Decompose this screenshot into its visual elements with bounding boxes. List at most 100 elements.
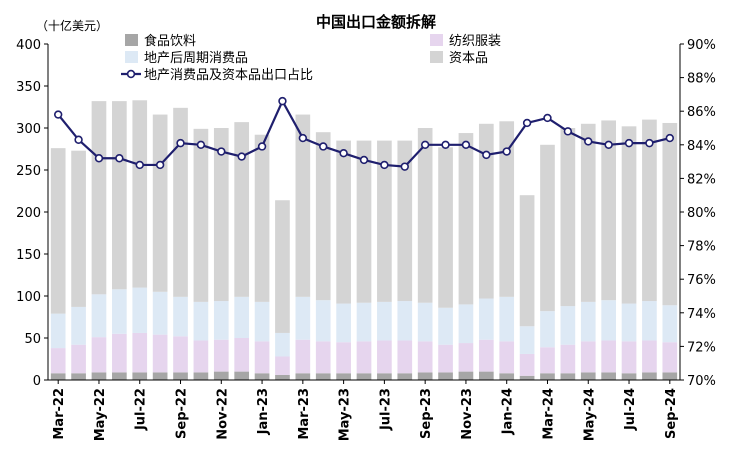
- left-tick-label-250: 250: [16, 164, 41, 179]
- line-point-Aug-22: [155, 160, 165, 170]
- bar-segment-1-Aug-22: [152, 372, 168, 380]
- line-point-Mar-24: [543, 113, 552, 123]
- bar-segment-3-Mar-22: [50, 313, 66, 349]
- x-tick-label-May-23: May-23: [338, 388, 353, 441]
- line-point-Sep-22: [176, 138, 185, 148]
- bar-segment-4-Feb-23: [275, 200, 290, 333]
- line-point-Nov-23: [461, 140, 471, 150]
- bar-segment-3-Apr-23: [315, 300, 331, 342]
- line-point-Oct-23: [441, 140, 450, 150]
- x-tick-label-Sep-23: Sep-23: [419, 388, 434, 439]
- line-point-Aug-24: [645, 138, 654, 148]
- bar-segment-1-Nov-22: [213, 371, 229, 380]
- bar-segment-2-Jul-22: [132, 332, 148, 373]
- bar-segment-4-Jul-23: [377, 140, 392, 302]
- bar-segment-1-Apr-24: [560, 373, 576, 380]
- x-tick-label-Mar-23: Mar-23: [297, 388, 312, 440]
- bar-segment-3-Mar-23: [295, 296, 311, 340]
- line-point-Sep-24: [665, 133, 675, 143]
- bar-segment-3-Dec-23: [478, 298, 494, 340]
- right-tick-label-88: 88%: [687, 72, 716, 87]
- bar-segment-4-Mar-23: [295, 114, 311, 297]
- bar-segment-1-Jun-23: [356, 373, 372, 380]
- bar-segment-3-Oct-23: [438, 307, 453, 345]
- line-point-Sep-23: [420, 140, 430, 150]
- bar-segment-4-Aug-24: [642, 119, 657, 302]
- bar-segment-3-Aug-22: [152, 291, 168, 335]
- bar-segment-1-Nov-23: [458, 371, 474, 380]
- bar-segment-2-Jun-24: [601, 340, 616, 373]
- left-tick-label-200: 200: [16, 206, 41, 221]
- left-tick-label-400: 400: [16, 38, 41, 53]
- bar-segment-1-Feb-23: [275, 374, 290, 380]
- line-point-Aug-23: [400, 162, 409, 171]
- bar-segment-2-Oct-23: [438, 344, 453, 373]
- bar-segment-3-Feb-24: [519, 326, 535, 354]
- legend-label-4: 资本品: [449, 51, 488, 66]
- bar-segment-2-Jan-24: [499, 341, 515, 374]
- bar-segment-2-Sep-23: [417, 341, 433, 373]
- chart-title: 中国出口金额拆解: [316, 13, 436, 31]
- line-point-Feb-23: [278, 96, 287, 106]
- bar-segment-3-Sep-24: [662, 305, 678, 343]
- bar-segment-2-Nov-23: [458, 343, 474, 372]
- legend-label-5: 地产消费品及资本品出口占比: [144, 68, 313, 83]
- bar-segment-2-Apr-23: [315, 341, 331, 374]
- right-tick-label-72: 72%: [687, 340, 716, 355]
- bar-segment-1-May-23: [336, 373, 351, 380]
- right-tick-label-90: 90%: [687, 38, 716, 53]
- bar-segment-4-Sep-22: [173, 107, 188, 297]
- bar-segment-2-Sep-22: [173, 336, 188, 373]
- bar-segment-2-Jun-22: [112, 333, 127, 373]
- bar-segment-1-Jan-23: [254, 373, 270, 380]
- line-point-May-24: [584, 137, 593, 146]
- bar-segment-2-Dec-23: [478, 339, 494, 372]
- bar-segment-4-Jan-24: [499, 121, 515, 297]
- bar-segment-2-Aug-22: [152, 334, 168, 373]
- bar-segment-1-Jul-24: [621, 373, 637, 380]
- bar-segment-4-Apr-22: [71, 150, 86, 307]
- x-tick-label-Jan-23: Jan-23: [256, 388, 271, 435]
- line-point-Jan-24: [502, 147, 511, 156]
- bar-segment-2-Feb-24: [519, 353, 535, 376]
- bar-segment-1-Jun-24: [601, 372, 616, 380]
- legend-swatch-2: [430, 34, 443, 46]
- bar-segment-3-Apr-22: [71, 306, 86, 345]
- bar-segment-2-Apr-24: [560, 344, 576, 374]
- bar-segment-3-Aug-24: [642, 301, 657, 341]
- bar-segment-2-Dec-22: [234, 338, 250, 372]
- bar-segment-4-Dec-22: [234, 122, 250, 297]
- bar-segment-4-Apr-24: [560, 128, 576, 307]
- bar-segment-4-Sep-24: [662, 122, 678, 306]
- right-tick-label-74: 74%: [687, 307, 716, 322]
- bar-segment-4-Mar-24: [540, 144, 555, 312]
- bar-segment-3-Nov-22: [213, 301, 229, 340]
- bar-segment-3-May-22: [91, 294, 107, 338]
- left-tick-label-100: 100: [16, 290, 41, 305]
- bar-segment-4-May-22: [91, 101, 107, 295]
- line-point-Oct-22: [196, 140, 206, 150]
- bar-segment-4-Jun-24: [601, 120, 616, 301]
- line-point-Apr-22: [74, 135, 83, 144]
- bar-segment-3-May-24: [580, 301, 596, 342]
- line-point-Feb-24: [522, 118, 532, 128]
- bar-segment-3-Jun-22: [112, 289, 127, 334]
- bar-segment-2-Oct-22: [193, 340, 209, 373]
- bar-segment-2-Aug-24: [642, 340, 657, 373]
- bar-segment-2-Jan-23: [254, 341, 270, 374]
- bar-segment-4-Jul-22: [132, 100, 148, 288]
- bar-segment-4-Oct-23: [438, 147, 453, 308]
- right-tick-label-76: 76%: [687, 273, 716, 288]
- bar-segment-1-Jul-23: [377, 373, 392, 380]
- left-tick-label-0: 0: [33, 374, 41, 389]
- bar-segment-4-May-23: [336, 140, 351, 304]
- bar-segment-1-Dec-22: [234, 371, 250, 380]
- x-tick-label-Jul-22: Jul-22: [134, 388, 149, 431]
- legend-swatch-4: [430, 51, 443, 63]
- left-tick-label-150: 150: [16, 248, 41, 263]
- bar-segment-3-May-23: [336, 303, 351, 343]
- bar-segment-2-Jul-23: [377, 340, 392, 374]
- bar-segment-4-Sep-23: [417, 128, 433, 303]
- bar-segment-3-Jun-23: [356, 302, 372, 342]
